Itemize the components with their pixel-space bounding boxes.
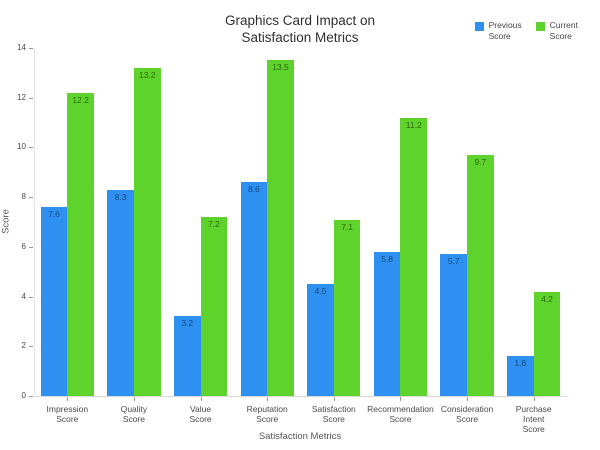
x-tick [133, 397, 135, 401]
x-category-label: Recommendation Score [367, 404, 434, 424]
y-tick-label: 6 [21, 241, 26, 251]
bar-value-label: 8.6 [247, 184, 260, 195]
x-tick [67, 397, 69, 401]
bar-value-label: 7.6 [48, 209, 60, 220]
legend-label: Current Score [549, 20, 578, 41]
x-axis-line [34, 396, 567, 397]
bar [200, 217, 228, 396]
bar [173, 316, 201, 396]
x-category-label: Impression Score [46, 404, 89, 424]
x-category-label: Reputation Score [246, 404, 288, 424]
bar [373, 251, 401, 396]
x-tick [200, 397, 202, 401]
bar-value-label: 4.2 [541, 293, 553, 304]
bar-value-label: 7.2 [207, 219, 220, 230]
y-tick [29, 296, 33, 298]
y-tick [29, 48, 33, 49]
y-tick-label: 12 [17, 92, 26, 102]
bar [333, 219, 361, 396]
x-category-label: Purchase Intent Score [515, 404, 552, 434]
x-tick [333, 397, 335, 401]
y-tick [29, 197, 33, 199]
bar-value-label: 11.2 [405, 119, 422, 130]
x-tick [267, 397, 269, 401]
legend-item[interactable]: Previous Score [474, 20, 522, 42]
legend-swatch-icon [474, 22, 484, 31]
bar-value-label: 13.5 [272, 62, 289, 73]
bar [533, 291, 561, 396]
bar [400, 117, 428, 396]
chart-title: Graphics Card Impact on Satisfaction Met… [224, 13, 376, 45]
y-tick-label: 14 [17, 43, 26, 52]
x-tick [467, 397, 469, 401]
y-tick [29, 396, 33, 397]
bar-value-label: 7.1 [341, 221, 354, 232]
legend: Previous Score Current Score [474, 20, 578, 42]
x-tick [533, 397, 535, 401]
bar [267, 60, 294, 396]
y-tick [29, 147, 33, 149]
bar-value-label: 12.2 [72, 94, 89, 105]
bar-value-label: 3.2 [181, 318, 194, 329]
legend-label: Previous Score [488, 20, 522, 41]
bar-value-label: 4.5 [314, 286, 327, 297]
bar-value-label: 9.7 [474, 156, 487, 167]
x-category-label: Value Score [189, 404, 212, 424]
y-tick [29, 97, 33, 99]
y-tick-label: 8 [21, 192, 26, 202]
y-tick-label: 10 [17, 142, 26, 152]
bar-value-label: 1.6 [514, 358, 527, 369]
y-tick [29, 346, 33, 348]
y-tick [29, 246, 33, 248]
bar [307, 284, 334, 396]
bar-value-label: 5.8 [381, 253, 394, 264]
bar [467, 154, 494, 396]
bar-value-label: 8.3 [114, 191, 127, 202]
bar-value-label: 13.2 [138, 69, 156, 80]
bar [67, 92, 94, 396]
x-axis-title: Satisfaction Metrics [258, 431, 342, 442]
bar [133, 67, 161, 396]
legend-item[interactable]: Current Score [535, 20, 578, 42]
legend-swatch-icon [535, 22, 545, 31]
x-tick [400, 397, 402, 401]
bar-value-label: 5.7 [447, 256, 460, 267]
y-axis-line [34, 48, 35, 396]
x-category-label: Satisfaction Score [311, 404, 356, 424]
bar [240, 182, 268, 396]
bar [440, 254, 468, 396]
x-category-label: Consideration Score [440, 404, 494, 424]
bar [107, 189, 134, 396]
x-category-label: Quality Score [120, 404, 148, 424]
y-tick-label: 2 [21, 341, 26, 351]
bar [507, 356, 534, 396]
y-tick-label: 0 [21, 391, 26, 400]
y-tick-label: 4 [21, 291, 26, 301]
bar [40, 207, 68, 396]
